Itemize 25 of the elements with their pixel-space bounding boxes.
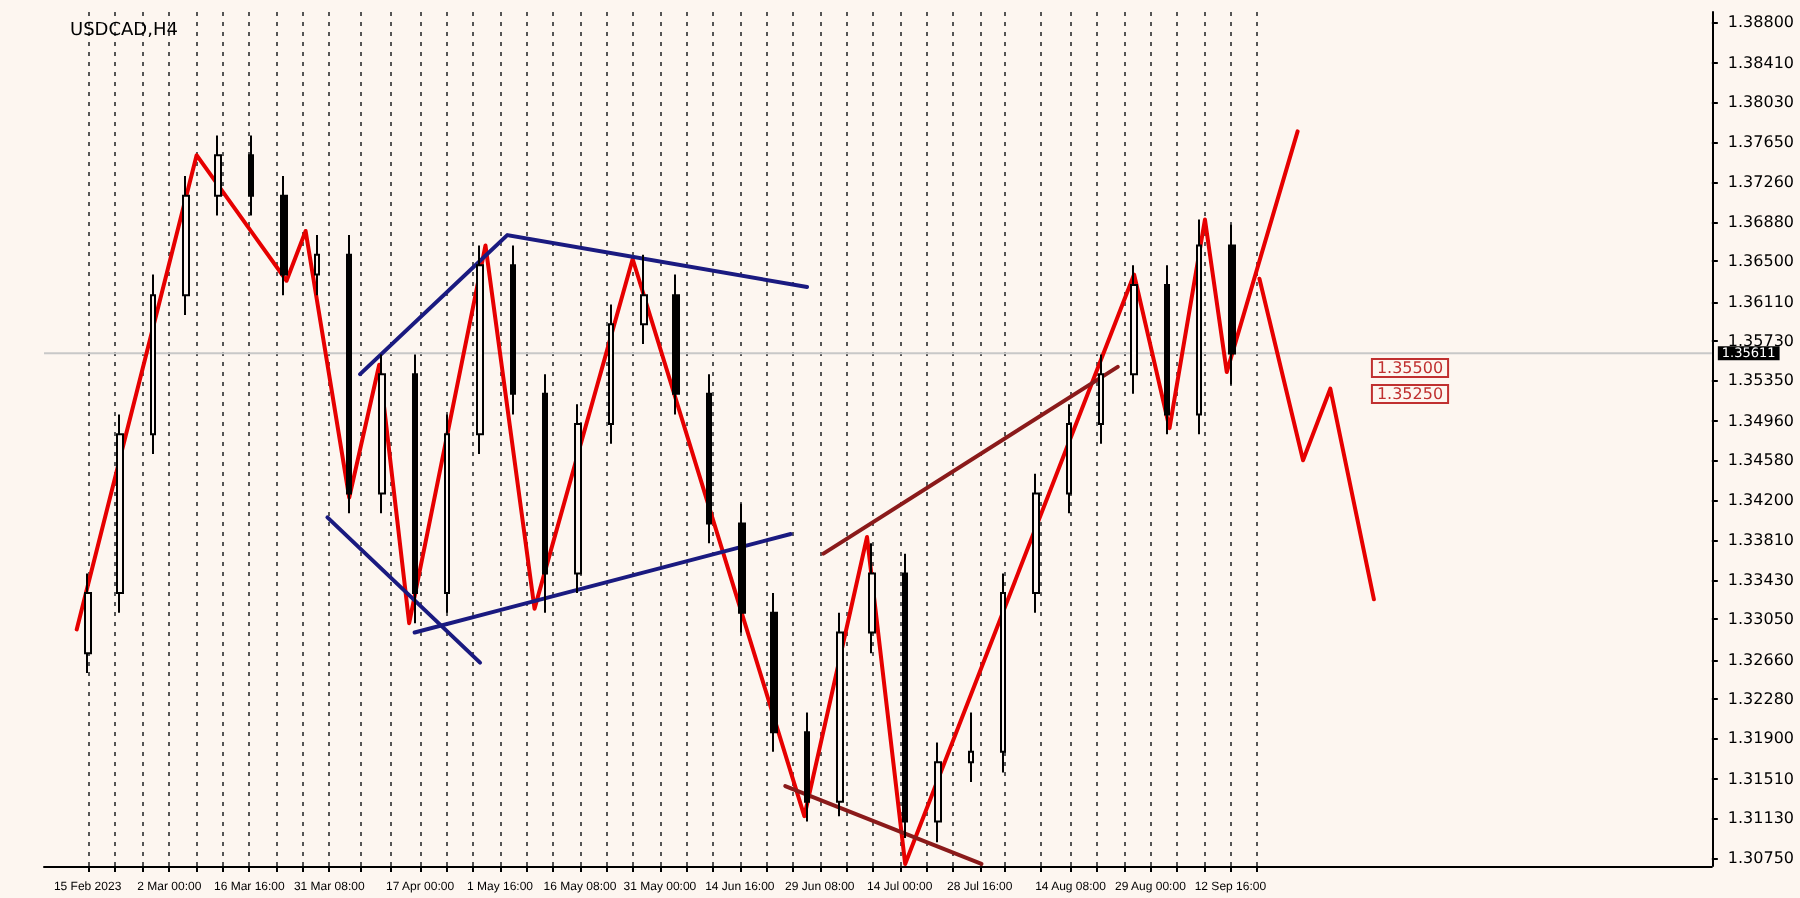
y-tick-label: 1.32660 (1727, 650, 1795, 669)
y-tick-label: 1.33430 (1727, 570, 1795, 589)
y-tick-label: 1.34200 (1727, 490, 1795, 509)
y-tick-label: 1.37260 (1727, 173, 1795, 192)
y-tick-label: 1.36500 (1727, 252, 1795, 271)
y-tick-label: 1.38410 (1727, 53, 1795, 72)
y-tick-label: 1.38800 (1727, 13, 1795, 32)
y-tick-label: 1.31510 (1727, 769, 1795, 788)
y-tick-label: 1.30750 (1727, 848, 1795, 867)
y-tick-label: 1.31130 (1727, 809, 1795, 828)
y-tick-label: 1.33050 (1727, 610, 1795, 629)
text: USDCAD,H4 (70, 21, 179, 41)
y-tick-label: 1.35350 (1727, 371, 1795, 390)
y-tick-label: 1.31900 (1727, 729, 1795, 748)
y-tick-label: 1.34960 (1727, 411, 1795, 430)
annotation: 1.35250 (1376, 385, 1444, 403)
y-tick-label: 1.36110 (1727, 292, 1795, 311)
y-tick-label: 1.36880 (1727, 212, 1795, 231)
y-tick-label: 1.33810 (1727, 531, 1795, 550)
y-tick-label: 1.32280 (1727, 689, 1795, 708)
y-tick-label: 1.35730 (1727, 331, 1795, 350)
y-tick-label: 1.37650 (1727, 132, 1795, 151)
annotation: 1.35500 (1376, 359, 1444, 377)
y-tick-label: 1.38030 (1727, 93, 1795, 112)
y-tick-label: 1.34580 (1727, 451, 1795, 470)
